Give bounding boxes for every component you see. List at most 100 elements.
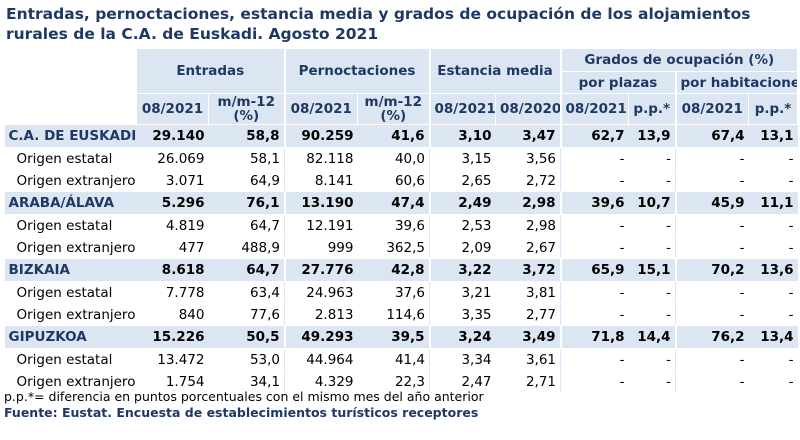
header-corner <box>4 71 137 94</box>
table-cell: 45,9 <box>674 191 749 215</box>
row-label: Origen extranjero <box>4 236 137 259</box>
table-cell: - <box>675 303 749 326</box>
table-cell: 3,21 <box>429 281 496 304</box>
header-grados-ocupacion: Grados de ocupación (%) <box>559 48 799 72</box>
table-cell: - <box>560 370 629 393</box>
table-cell: 13.190 <box>283 191 358 215</box>
footnote: p.p.*= diferencia en puntos porcentuales… <box>4 389 484 404</box>
table-cell: 49.293 <box>283 325 358 349</box>
table-cell: 4.329 <box>284 370 358 393</box>
table-cell: 24.963 <box>284 281 358 304</box>
table-cell: - <box>628 147 676 170</box>
table-row-region: ARABA/ÁLAVA 5.296 76,1 13.190 47,4 2,49 2,98 39… <box>4 191 798 215</box>
table-cell: - <box>748 281 798 304</box>
table-cell: - <box>560 214 629 237</box>
table-cell: 2,53 <box>429 214 496 237</box>
table-cell: 71,8 <box>559 325 629 349</box>
table-cell: 3.071 <box>136 169 209 192</box>
table-cell: 13,4 <box>748 325 798 349</box>
row-label: Origen extranjero <box>4 169 137 192</box>
table-cell: 1.754 <box>136 370 209 393</box>
table-cell: 8.141 <box>284 169 358 192</box>
table-cell: - <box>675 147 749 170</box>
table-row-region: BIZKAIA 8.618 64,7 27.776 42,8 3,22 3,72 65,9 15… <box>4 258 798 282</box>
table-cell: 2,77 <box>495 303 561 326</box>
table-cell: 82.118 <box>284 147 358 170</box>
table-row-origin: Origen estatal 13.472 53,0 44.964 41,4 3,34 3,… <box>4 348 798 371</box>
table-cell: 10,7 <box>628 191 676 215</box>
table-row-region: GIPUZKOA 15.226 50,5 49.293 39,5 3,24 3,49 71,8… <box>4 325 798 349</box>
table-cell: - <box>560 236 629 259</box>
table-cell: 999 <box>284 236 358 259</box>
table-cell: 2,72 <box>495 169 561 192</box>
row-label: Origen extranjero <box>4 370 137 393</box>
table-cell: 8.618 <box>136 258 209 282</box>
table-cell: 29.140 <box>136 124 209 148</box>
table-cell: 2,67 <box>495 236 561 259</box>
table-cell: - <box>560 281 629 304</box>
table-cell: - <box>560 169 629 192</box>
column-header: 08/2021 <box>674 93 749 125</box>
table-cell: 15,1 <box>628 258 676 282</box>
table-cell: - <box>748 169 798 192</box>
table-cell: 362,5 <box>357 236 430 259</box>
table-cell: 840 <box>136 303 209 326</box>
table-cell: - <box>675 236 749 259</box>
table-cell: 39,6 <box>559 191 629 215</box>
table-cell: - <box>628 303 676 326</box>
table-cell: 22,3 <box>357 370 430 393</box>
table-cell: 39,5 <box>357 325 430 349</box>
table-cell: - <box>628 370 676 393</box>
table-cell: 3,22 <box>428 258 496 282</box>
column-header: 08/2021 <box>428 93 496 125</box>
table-cell: 2.813 <box>284 303 358 326</box>
table-cell: - <box>748 236 798 259</box>
table-cell: 65,9 <box>559 258 629 282</box>
table-cell: 11,1 <box>748 191 798 215</box>
table-cell: 15.226 <box>136 325 209 349</box>
column-header: 08/2021 <box>283 93 358 125</box>
table-cell: - <box>628 169 676 192</box>
column-header: p.p.* <box>747 93 799 125</box>
table-cell: 64,7 <box>208 214 285 237</box>
table-cell: 64,9 <box>208 169 285 192</box>
table-cell: - <box>748 370 798 393</box>
table-cell: 47,4 <box>357 191 430 215</box>
row-label: Origen estatal <box>4 214 137 237</box>
table-cell: 42,8 <box>357 258 430 282</box>
table-cell: 3,56 <box>495 147 561 170</box>
table-cell: 3,24 <box>428 325 496 349</box>
column-header: 08/2021 <box>136 93 209 125</box>
table-cell: 76,1 <box>208 191 285 215</box>
table-cell: 5.296 <box>136 191 209 215</box>
row-label: BIZKAIA <box>4 258 137 282</box>
column-header: m/m-12 (%) <box>208 93 285 125</box>
table-cell: 26.069 <box>136 147 209 170</box>
table-row-region: C.A. DE EUSKADI 29.140 58,8 90.259 41,6 3,10 3… <box>4 124 798 148</box>
table-cell: 114,6 <box>357 303 430 326</box>
table-cell: - <box>748 214 798 237</box>
table-row-origin: Origen extranjero 3.071 64,9 8.141 60,6 2,65 2… <box>4 169 798 192</box>
table-row-origin: Origen extranjero 477 488,9 999 362,5 2,09 2,6… <box>4 236 798 259</box>
table-row-origin: Origen extranjero 840 77,6 2.813 114,6 3,35 2,… <box>4 303 798 326</box>
table-cell: 34,1 <box>208 370 285 393</box>
table-cell: 40,0 <box>357 147 430 170</box>
header-corner <box>4 93 137 125</box>
table-row-origin: Origen estatal 26.069 58,1 82.118 40,0 3,15 3,… <box>4 147 798 170</box>
table-cell: 62,7 <box>559 124 629 148</box>
row-label: C.A. DE EUSKADI <box>4 124 137 148</box>
table-cell: 3,15 <box>429 147 496 170</box>
table-cell: 60,6 <box>357 169 430 192</box>
column-header: 08/2020 <box>495 93 561 125</box>
table-cell: 2,98 <box>495 191 561 215</box>
table-cell: 90.259 <box>283 124 358 148</box>
table-cell: 4.819 <box>136 214 209 237</box>
table-cell: - <box>748 303 798 326</box>
table-cell: - <box>560 147 629 170</box>
table-cell: - <box>675 370 749 393</box>
table-cell: 53,0 <box>208 348 285 371</box>
table-cell: - <box>628 281 676 304</box>
table-cell: 3,61 <box>495 348 561 371</box>
table-cell: - <box>675 169 749 192</box>
table-cell: 50,5 <box>208 325 285 349</box>
